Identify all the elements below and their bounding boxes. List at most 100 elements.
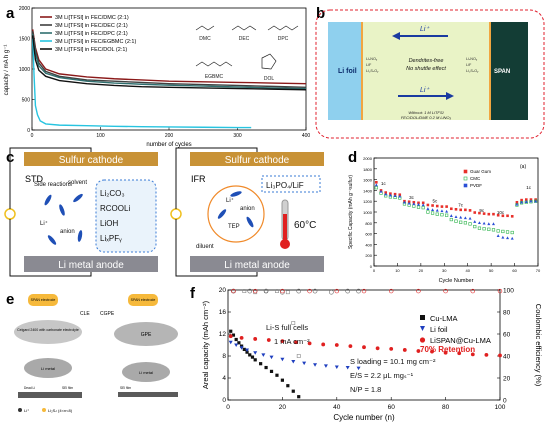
panel-e-right-base	[118, 392, 178, 397]
data-point	[505, 230, 510, 234]
panel-e-dead-li: Dead Li	[24, 386, 35, 390]
data-point	[468, 216, 472, 220]
data-point	[473, 211, 477, 214]
x-tick-label: 40	[333, 404, 341, 411]
panel-c-ifr-tag: IFR	[191, 174, 206, 184]
y-tick-label: 1000	[19, 67, 30, 73]
data-point	[529, 199, 533, 203]
data-point	[412, 200, 416, 204]
panel-f-annotation-cells: Li-S full cells	[266, 323, 308, 332]
data-point	[321, 342, 326, 347]
data-point	[524, 198, 528, 201]
rate-label: 1c	[526, 185, 532, 190]
data-point	[302, 361, 307, 366]
data-point	[374, 186, 378, 190]
panel-c-solvent: solvent	[68, 180, 87, 186]
panel-e-letter: e	[6, 291, 14, 308]
panel-c: c Sulfur cathode Li metal anode STD Li₂C…	[4, 147, 324, 277]
x-tick-label: 80	[442, 404, 450, 411]
data-point	[417, 201, 420, 205]
data-point	[470, 352, 475, 357]
y-tick-label: 200	[365, 253, 372, 258]
data-point	[375, 346, 380, 351]
data-point	[459, 220, 463, 224]
panel-f-letter: f	[190, 285, 196, 302]
data-point	[430, 211, 435, 215]
panel-d: d 0 10 20 30 40 50 60 70 0 200 400 600 800 1000 1200 14…	[348, 149, 541, 284]
particle-icon	[47, 235, 57, 245]
panel-c-sei-left-3: LiOH	[100, 219, 118, 228]
data-point	[468, 209, 472, 212]
rate-label: 1c	[381, 181, 387, 186]
y-tick-label: 600	[365, 232, 372, 237]
data-point	[297, 395, 301, 399]
panel-e-gpe-label: GPE	[141, 332, 152, 338]
x-tick-label: 0	[373, 268, 376, 273]
data-point	[261, 353, 266, 357]
data-point	[464, 208, 467, 212]
data-point	[426, 203, 430, 207]
x-tick-label: 60	[388, 404, 396, 411]
panel-e: e SPAN electrode CLE Celgard 2400 with c…	[6, 291, 178, 413]
panel-e-legend-li-icon	[18, 408, 22, 412]
data-point	[237, 341, 241, 345]
data-point	[440, 209, 444, 213]
data-point	[362, 345, 366, 350]
rate-label: 7c	[458, 203, 464, 208]
panel-c-right-wire-bottom	[175, 219, 258, 277]
data-point	[393, 194, 397, 197]
x-tick-label: 10	[395, 268, 400, 273]
panel-b-span-electrode	[490, 22, 528, 120]
panel-b-arrow-left-head	[392, 32, 400, 40]
panel-b-sei-2: LiF	[366, 63, 372, 67]
panel-c-anion-left: anion	[60, 229, 75, 235]
panel-c-diluent: diluent	[196, 244, 214, 250]
y-tick-label: 0	[27, 128, 30, 134]
panel-f-annotation-es: E/S = 2.2 μL mgₛ⁻¹	[350, 371, 414, 380]
legend-swatch	[463, 169, 468, 174]
data-point	[510, 215, 514, 218]
legend-label: Li foil	[430, 325, 448, 334]
panel-e-legend-ps: Li₂Sₙ (4<n<8)	[48, 408, 73, 413]
data-point	[496, 234, 500, 237]
data-point	[248, 353, 252, 357]
data-point	[412, 202, 416, 206]
structure-egbmc-icon	[195, 61, 233, 67]
data-point	[280, 339, 285, 344]
data-point	[239, 335, 244, 340]
data-point	[229, 329, 233, 333]
panel-e-cle-tag: CLE	[80, 311, 90, 317]
data-point	[398, 194, 402, 198]
data-point	[259, 362, 263, 366]
data-point	[515, 202, 519, 206]
panel-c-right-particles	[217, 191, 254, 228]
series-line-1	[31, 29, 307, 85]
panel-c-right-bulb-icon	[170, 208, 182, 220]
rate-label: 10c	[497, 210, 505, 215]
panel-a-ylabel: capacity / mA h g⁻¹	[4, 45, 10, 96]
panel-c-thermometer-fill	[283, 214, 287, 242]
data-point	[384, 191, 388, 194]
data-point	[487, 227, 491, 231]
panel-a-xlabel: number of cycles	[146, 142, 191, 148]
x-tick-label: 400	[302, 133, 311, 139]
panel-c-sei-right: Li₃PO₄/LiF	[266, 181, 304, 190]
data-point	[534, 198, 537, 201]
rate-label: 5c	[433, 198, 439, 203]
data-point	[389, 192, 392, 195]
ce-point	[280, 289, 285, 295]
ce-point	[242, 289, 247, 294]
y2-tick-label: 40	[503, 354, 511, 361]
structure-egbmc-label: EGBMC	[205, 74, 224, 80]
panel-b-li-ion-top: Li⁺	[420, 26, 430, 33]
y-tick-label: 1800	[363, 167, 373, 172]
data-point	[426, 210, 430, 214]
data-point	[482, 221, 486, 225]
x-tick-label: 300	[233, 133, 242, 139]
panel-f-y2label: Coulombic efficiency (%)	[534, 304, 543, 387]
data-point	[286, 384, 290, 388]
panel-e-legend-ps-icon	[42, 408, 46, 412]
data-point	[291, 360, 296, 364]
panel-b-sei-3: Li₂SₓOᵧ	[366, 69, 379, 73]
